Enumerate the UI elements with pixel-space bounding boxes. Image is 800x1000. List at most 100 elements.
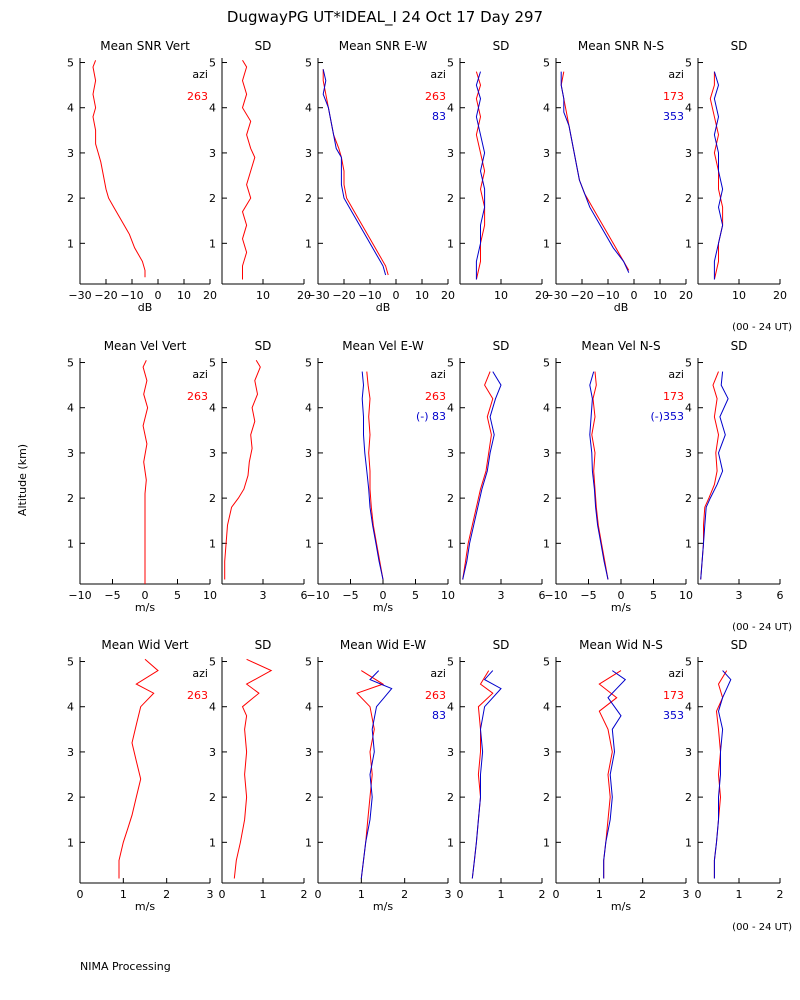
x-tick-label: 2 bbox=[639, 888, 646, 901]
y-tick-label: 2 bbox=[305, 791, 312, 804]
x-tick-label: 6 bbox=[777, 589, 784, 602]
x-tick-label: 3 bbox=[736, 589, 743, 602]
y-tick-label: 2 bbox=[209, 492, 216, 505]
time-range-row-2: (00 - 24 UT) bbox=[732, 622, 792, 633]
x-axis-unit-label: m/s bbox=[611, 900, 631, 913]
series-line-blue bbox=[589, 371, 609, 580]
y-tick-label: 4 bbox=[447, 402, 454, 415]
series-line-red bbox=[118, 658, 159, 879]
legend-entry: 263 bbox=[425, 390, 446, 403]
panel-title: Mean Vel Vert bbox=[104, 339, 187, 353]
series-line-red bbox=[322, 69, 389, 276]
panel-snr-2: SD 1 2 3 4 5 10 20 bbox=[209, 39, 311, 302]
panel-title: SD bbox=[731, 39, 748, 53]
y-tick-label: 3 bbox=[543, 147, 550, 160]
panel-title: SD bbox=[255, 339, 272, 353]
y-tick-label: 5 bbox=[305, 357, 312, 370]
panel-wid-6: SD 1 2 3 4 5 0 1 2 bbox=[685, 638, 784, 901]
x-tick-label: −10 bbox=[68, 589, 91, 602]
y-tick-label: 1 bbox=[447, 537, 454, 550]
legend-azi-header: azi bbox=[668, 68, 684, 81]
panel-title: Mean Wid E-W bbox=[340, 638, 426, 652]
series-line-red bbox=[475, 71, 486, 280]
series-line-blue bbox=[471, 670, 502, 879]
y-tick-label: 1 bbox=[543, 836, 550, 849]
x-tick-label: 0 bbox=[155, 289, 162, 302]
x-tick-label: −10 bbox=[358, 289, 381, 302]
y-tick-label: 3 bbox=[685, 447, 692, 460]
x-tick-label: 3 bbox=[498, 589, 505, 602]
legend-entry: 83 bbox=[432, 709, 446, 722]
y-tick-label: 2 bbox=[447, 192, 454, 205]
x-tick-label: 10 bbox=[653, 289, 667, 302]
y-tick-label: 5 bbox=[543, 57, 550, 70]
panel-title: SD bbox=[255, 39, 272, 53]
y-tick-label: 4 bbox=[67, 402, 74, 415]
x-tick-label: 0 bbox=[77, 888, 84, 901]
y-tick-label: 2 bbox=[447, 492, 454, 505]
x-axis-unit-label: dB bbox=[138, 301, 153, 314]
y-tick-label: 3 bbox=[305, 147, 312, 160]
y-tick-label: 1 bbox=[447, 836, 454, 849]
y-tick-label: 4 bbox=[447, 701, 454, 714]
series-line-red bbox=[366, 371, 384, 580]
y-tick-label: 3 bbox=[543, 746, 550, 759]
x-tick-label: 2 bbox=[777, 888, 784, 901]
x-axis-unit-label: dB bbox=[614, 301, 629, 314]
series-line-blue bbox=[475, 71, 486, 280]
y-tick-label: 4 bbox=[685, 102, 692, 115]
series-line-blue bbox=[603, 670, 627, 879]
y-tick-label: 5 bbox=[67, 57, 74, 70]
y-tick-label: 2 bbox=[67, 791, 74, 804]
series-line-red bbox=[462, 371, 494, 580]
y-tick-label: 3 bbox=[447, 447, 454, 460]
altitude-axis-label: Altitude (km) bbox=[16, 444, 29, 516]
x-tick-label: 5 bbox=[412, 589, 419, 602]
legend-entry: 173 bbox=[663, 90, 684, 103]
x-tick-label: 20 bbox=[773, 289, 787, 302]
x-tick-label: 2 bbox=[401, 888, 408, 901]
x-tick-label: 10 bbox=[415, 289, 429, 302]
legend-entry: 263 bbox=[187, 390, 208, 403]
x-tick-label: 6 bbox=[539, 589, 546, 602]
panel-vel-2: SD 1 2 3 4 5 3 6 bbox=[209, 339, 308, 602]
y-tick-label: 1 bbox=[67, 237, 74, 250]
y-tick-label: 2 bbox=[305, 192, 312, 205]
x-tick-label: −10 bbox=[306, 589, 329, 602]
x-tick-label: −30 bbox=[68, 289, 91, 302]
y-tick-label: 1 bbox=[543, 237, 550, 250]
series-line-blue bbox=[322, 69, 387, 276]
series-line-red bbox=[709, 71, 724, 280]
panel-title: SD bbox=[731, 638, 748, 652]
panel-title: Mean SNR N-S bbox=[578, 39, 664, 53]
y-tick-label: 1 bbox=[67, 836, 74, 849]
series-line-blue bbox=[361, 371, 384, 580]
series-line-red bbox=[233, 658, 273, 879]
y-tick-label: 4 bbox=[685, 402, 692, 415]
panel-vel-5: Mean Vel N-S 1 2 3 4 5 −10 −5 0 5 10 m/s azi 173 (-)35… bbox=[543, 339, 693, 614]
panel-vel-4: SD 1 2 3 4 5 3 6 bbox=[447, 339, 546, 602]
panel-title: Mean Wid Vert bbox=[101, 638, 188, 652]
panel-snr-6: SD 1 2 3 4 5 10 20 bbox=[685, 39, 787, 302]
panel-vel-6: SD 1 2 3 4 5 3 6 bbox=[685, 339, 784, 602]
y-tick-label: 2 bbox=[67, 492, 74, 505]
x-tick-label: 1 bbox=[358, 888, 365, 901]
x-tick-label: 1 bbox=[736, 888, 743, 901]
x-tick-label: −10 bbox=[120, 289, 143, 302]
y-tick-label: 1 bbox=[305, 537, 312, 550]
y-tick-label: 4 bbox=[209, 102, 216, 115]
y-tick-label: 3 bbox=[447, 746, 454, 759]
y-tick-label: 1 bbox=[209, 537, 216, 550]
y-tick-label: 5 bbox=[67, 656, 74, 669]
y-tick-label: 4 bbox=[305, 102, 312, 115]
x-tick-label: 0 bbox=[695, 888, 702, 901]
y-tick-label: 4 bbox=[209, 402, 216, 415]
panel-wid-5: Mean Wid N-S 1 2 3 4 5 0 1 2 3 m/s azi 173 353 bbox=[543, 638, 690, 913]
x-tick-label: 2 bbox=[301, 888, 308, 901]
y-tick-label: 5 bbox=[209, 656, 216, 669]
series-line-red bbox=[92, 60, 146, 278]
x-tick-label: 10 bbox=[203, 589, 217, 602]
x-tick-label: 2 bbox=[163, 888, 170, 901]
panel-title: SD bbox=[493, 39, 510, 53]
panel-title: Mean SNR Vert bbox=[100, 39, 190, 53]
